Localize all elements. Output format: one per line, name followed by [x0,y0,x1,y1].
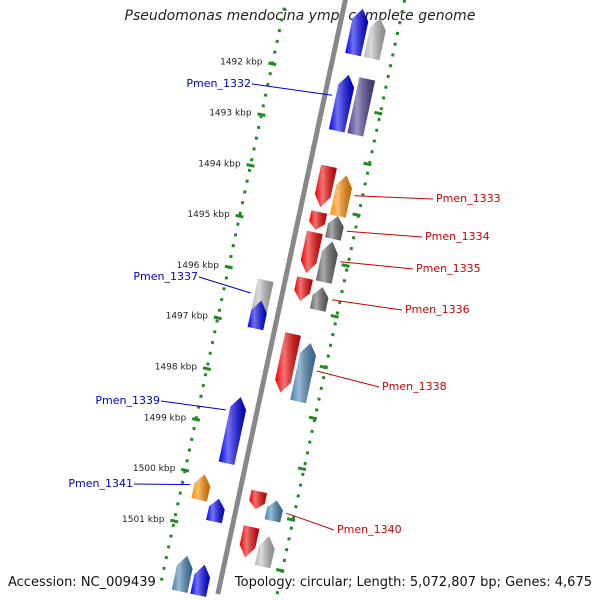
tick-label: 1492 kbp [220,58,263,68]
tick-mark [224,264,233,270]
gene-arrow-shading [328,74,355,133]
gene-arrow-shading [325,216,344,241]
tick-mark [246,163,255,168]
gene-arrow-shading [309,287,329,312]
tick-mark-right [341,263,350,268]
tick-mark [268,61,277,67]
leader-line [354,195,434,200]
gene-arrow-shading [275,332,301,393]
tick-mark [169,518,179,524]
gene-label[interactable]: Pmen_1333 [436,192,501,205]
gene-arrow-shading [290,343,316,404]
leader-line [133,483,191,486]
tick-label: 1497 kbp [166,312,209,322]
gene-label[interactable]: Pmen_1338 [382,380,447,393]
gene-label[interactable]: Pmen_1337 [133,270,198,283]
tick-mark-right [330,314,339,319]
gene-arrow-shading [239,525,260,558]
tick-mark [180,467,190,473]
dotted-track-lines [159,0,407,600]
gene-arrow-shading [191,474,211,502]
gene-label[interactable]: Pmen_1341 [68,477,133,490]
genome-backbone [215,0,348,595]
tick-mark [235,213,244,219]
tick-mark-right [297,466,307,472]
tick-label: 1496 kbp [177,261,220,271]
gene-arrow-shading [218,397,247,465]
gene-arrow-shading [363,17,386,61]
tick-mark-right [275,568,285,573]
tick-label: 1493 kbp [209,109,252,119]
gene-arrow-shading [309,210,328,230]
tick-mark-right [286,517,296,522]
tick-label: 1500 kbp [133,464,176,474]
tick-mark [257,112,266,117]
gene-features[interactable] [171,8,386,597]
gene-arrow-shading [251,278,274,313]
map-title: Pseudomonas mendocina ymp, complete geno… [124,8,476,24]
gene-arrow-shading [300,230,323,273]
gene-arrow-shading [347,77,376,137]
gene-arrow-shading [190,564,211,597]
gene-label[interactable]: Pmen_1339 [95,394,160,407]
leader-line [198,276,251,294]
leader-line [316,370,380,388]
tick-mark-right [352,212,361,218]
gene-arrow-shading [254,536,275,569]
scale-ticks: 1492 kbp 1493 kbp 1494 kbp 1495 kbp 1496 kbp… [122,58,383,573]
leader-line [160,400,226,411]
tick-mark [213,315,223,321]
leader-line [251,83,333,96]
gene-label[interactable]: Pmen_1332 [186,77,251,90]
gene-arrow-shading [294,276,313,301]
tick-label: 1498 kbp [155,363,198,373]
tick-mark-right [363,161,372,167]
gene-label[interactable]: Pmen_1335 [416,262,481,275]
leader-line [332,299,403,311]
leader-line [340,261,414,270]
gene-label[interactable]: Pmen_1340 [337,523,402,536]
tick-mark-right [374,110,383,116]
tick-mark-right [319,364,329,370]
tick-label: 1494 kbp [198,159,241,169]
tick-label: 1501 kbp [122,515,165,525]
tick-label: 1499 kbp [144,413,187,423]
tick-mark [191,417,201,422]
gene-arrow-shading [330,175,352,218]
tick-mark [202,366,212,371]
gene-labels[interactable]: Pmen_1332 Pmen_1333 Pmen_1334 Pmen_1335 Pmen… [68,77,500,536]
topology-text: Topology: circular; Length: 5,072,807 bp… [230,575,592,590]
gene-arrow-shading [171,555,193,593]
leader-line [286,512,335,531]
gene-arrow-shading [206,498,225,524]
gene-arrow-shading [249,489,268,510]
gene-arrow-shading [345,8,369,57]
dotted-line-right [274,0,407,600]
gene-arrow-shading [264,500,283,523]
gene-label[interactable]: Pmen_1336 [405,303,470,316]
accession-text: Accession: NC_009439 [8,575,160,590]
leader-line [346,230,423,238]
gene-label[interactable]: Pmen_1334 [425,230,490,243]
dotted-line-left [159,0,288,583]
tick-mark-right [308,415,318,421]
gene-arrow-shading [247,300,267,331]
tick-label: 1495 kbp [187,210,230,220]
gene-arrow-shading [315,241,338,284]
gene-arrow-shading [314,164,337,207]
